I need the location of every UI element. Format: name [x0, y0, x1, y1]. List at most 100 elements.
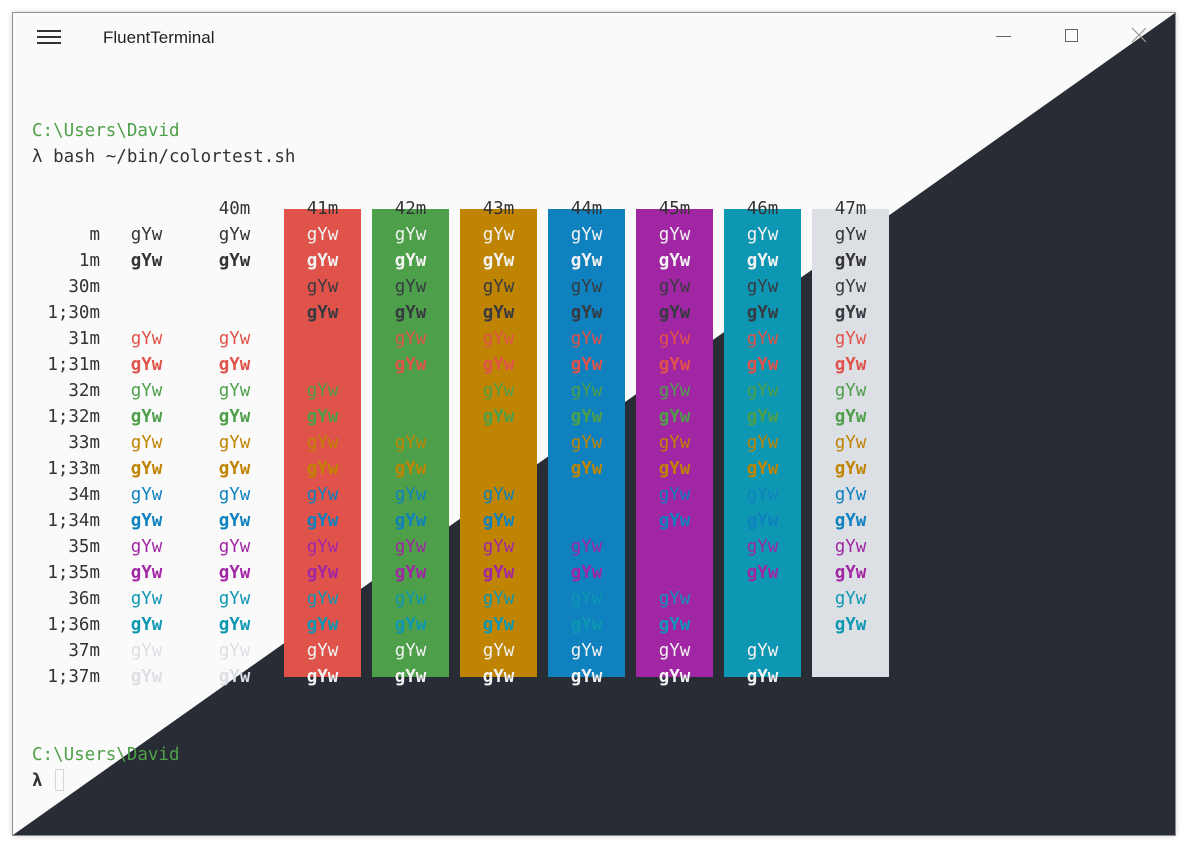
color-sample: gYw [482, 251, 515, 271]
color-sample: gYw [482, 485, 515, 505]
color-sample: gYw [834, 433, 867, 453]
color-sample: gYw [834, 485, 867, 505]
text-cursor [55, 769, 64, 791]
color-sample: gYw [746, 329, 779, 349]
color-sample: gYw [130, 355, 163, 375]
color-sample: gYw [218, 433, 251, 453]
row-label: 31m [68, 329, 100, 349]
color-sample: gYw [746, 433, 779, 453]
color-sample: gYw [482, 589, 515, 609]
color-sample: gYw [218, 251, 251, 271]
color-sample: gYw [570, 667, 603, 687]
color-sample: gYw [746, 407, 779, 427]
bg-column-44m [548, 209, 625, 677]
prompt2-path: C:\Users\David [32, 745, 180, 765]
color-sample: gYw [658, 355, 691, 375]
color-sample: gYw [394, 485, 427, 505]
color-sample: gYw [658, 641, 691, 661]
color-sample: gYw [658, 433, 691, 453]
color-sample: gYw [306, 225, 339, 245]
row-label: 1;37m [47, 667, 100, 687]
maximize-button[interactable] [1041, 17, 1101, 57]
row-label: 1;32m [47, 407, 100, 427]
color-sample: gYw [306, 277, 339, 297]
color-sample: gYw [130, 589, 163, 609]
color-sample: gYw [306, 615, 339, 635]
color-sample: gYw [570, 433, 603, 453]
command-line: λ bash ~/bin/colortest.sh [32, 147, 296, 167]
minimize-button[interactable] [973, 17, 1033, 57]
color-sample: gYw [394, 251, 427, 271]
color-sample: gYw [482, 381, 515, 401]
color-sample: gYw [570, 329, 603, 349]
bg-header-41m: 41m [306, 199, 339, 219]
color-sample: gYw [218, 459, 251, 479]
row-label: 1;30m [47, 303, 100, 323]
color-sample: gYw [482, 537, 515, 557]
close-icon [1131, 27, 1147, 43]
color-sample: gYw [306, 303, 339, 323]
color-sample: gYw [394, 615, 427, 635]
color-sample: gYw [394, 589, 427, 609]
color-sample: gYw [570, 251, 603, 271]
color-sample: gYw [394, 329, 427, 349]
color-sample: gYw [834, 511, 867, 531]
color-sample: gYw [570, 615, 603, 635]
color-sample: gYw [570, 589, 603, 609]
color-sample: gYw [746, 667, 779, 687]
row-label: 36m [68, 589, 100, 609]
color-sample: gYw [218, 641, 251, 661]
color-sample: gYw [658, 589, 691, 609]
row-label: 1;34m [47, 511, 100, 531]
color-sample: gYw [394, 277, 427, 297]
color-sample: gYw [218, 537, 251, 557]
color-sample: gYw [482, 225, 515, 245]
color-sample: gYw [130, 251, 163, 271]
color-sample: gYw [746, 563, 779, 583]
color-sample: gYw [394, 563, 427, 583]
color-sample: gYw [658, 329, 691, 349]
color-sample: gYw [834, 381, 867, 401]
color-sample: gYw [746, 641, 779, 661]
color-sample: gYw [306, 641, 339, 661]
color-sample: gYw [306, 433, 339, 453]
color-sample: gYw [834, 537, 867, 557]
color-sample: gYw [394, 667, 427, 687]
hamburger-icon[interactable] [35, 27, 61, 47]
color-sample: gYw [218, 355, 251, 375]
color-sample: gYw [658, 407, 691, 427]
color-sample: gYw [834, 407, 867, 427]
bg-column-47m [812, 209, 889, 677]
color-sample: gYw [746, 459, 779, 479]
color-sample: gYw [658, 485, 691, 505]
color-sample: gYw [394, 537, 427, 557]
color-sample: gYw [658, 277, 691, 297]
terminal-output[interactable]: C:\Users\David λ bash ~/bin/colortest.sh… [13, 61, 1175, 835]
row-label: 1m [78, 251, 100, 271]
color-sample: gYw [570, 355, 603, 375]
color-sample: gYw [130, 329, 163, 349]
color-sample: gYw [130, 407, 163, 427]
color-sample: gYw [834, 615, 867, 635]
close-button[interactable] [1109, 17, 1169, 57]
color-sample: gYw [482, 277, 515, 297]
color-sample: gYw [306, 537, 339, 557]
row-label: 1;33m [47, 459, 100, 479]
color-sample: gYw [746, 381, 779, 401]
color-sample: gYw [482, 615, 515, 635]
color-sample: gYw [130, 537, 163, 557]
color-sample: gYw [570, 407, 603, 427]
color-sample: gYw [482, 303, 515, 323]
color-sample: gYw [658, 615, 691, 635]
color-sample: gYw [218, 407, 251, 427]
color-sample: gYw [482, 511, 515, 531]
color-sample: gYw [218, 329, 251, 349]
color-sample: gYw [746, 511, 779, 531]
row-label: 35m [68, 537, 100, 557]
color-sample: gYw [658, 381, 691, 401]
color-sample: gYw [130, 225, 163, 245]
row-label: 1;31m [47, 355, 100, 375]
color-sample: gYw [394, 641, 427, 661]
color-sample: gYw [570, 277, 603, 297]
color-sample: gYw [570, 537, 603, 557]
